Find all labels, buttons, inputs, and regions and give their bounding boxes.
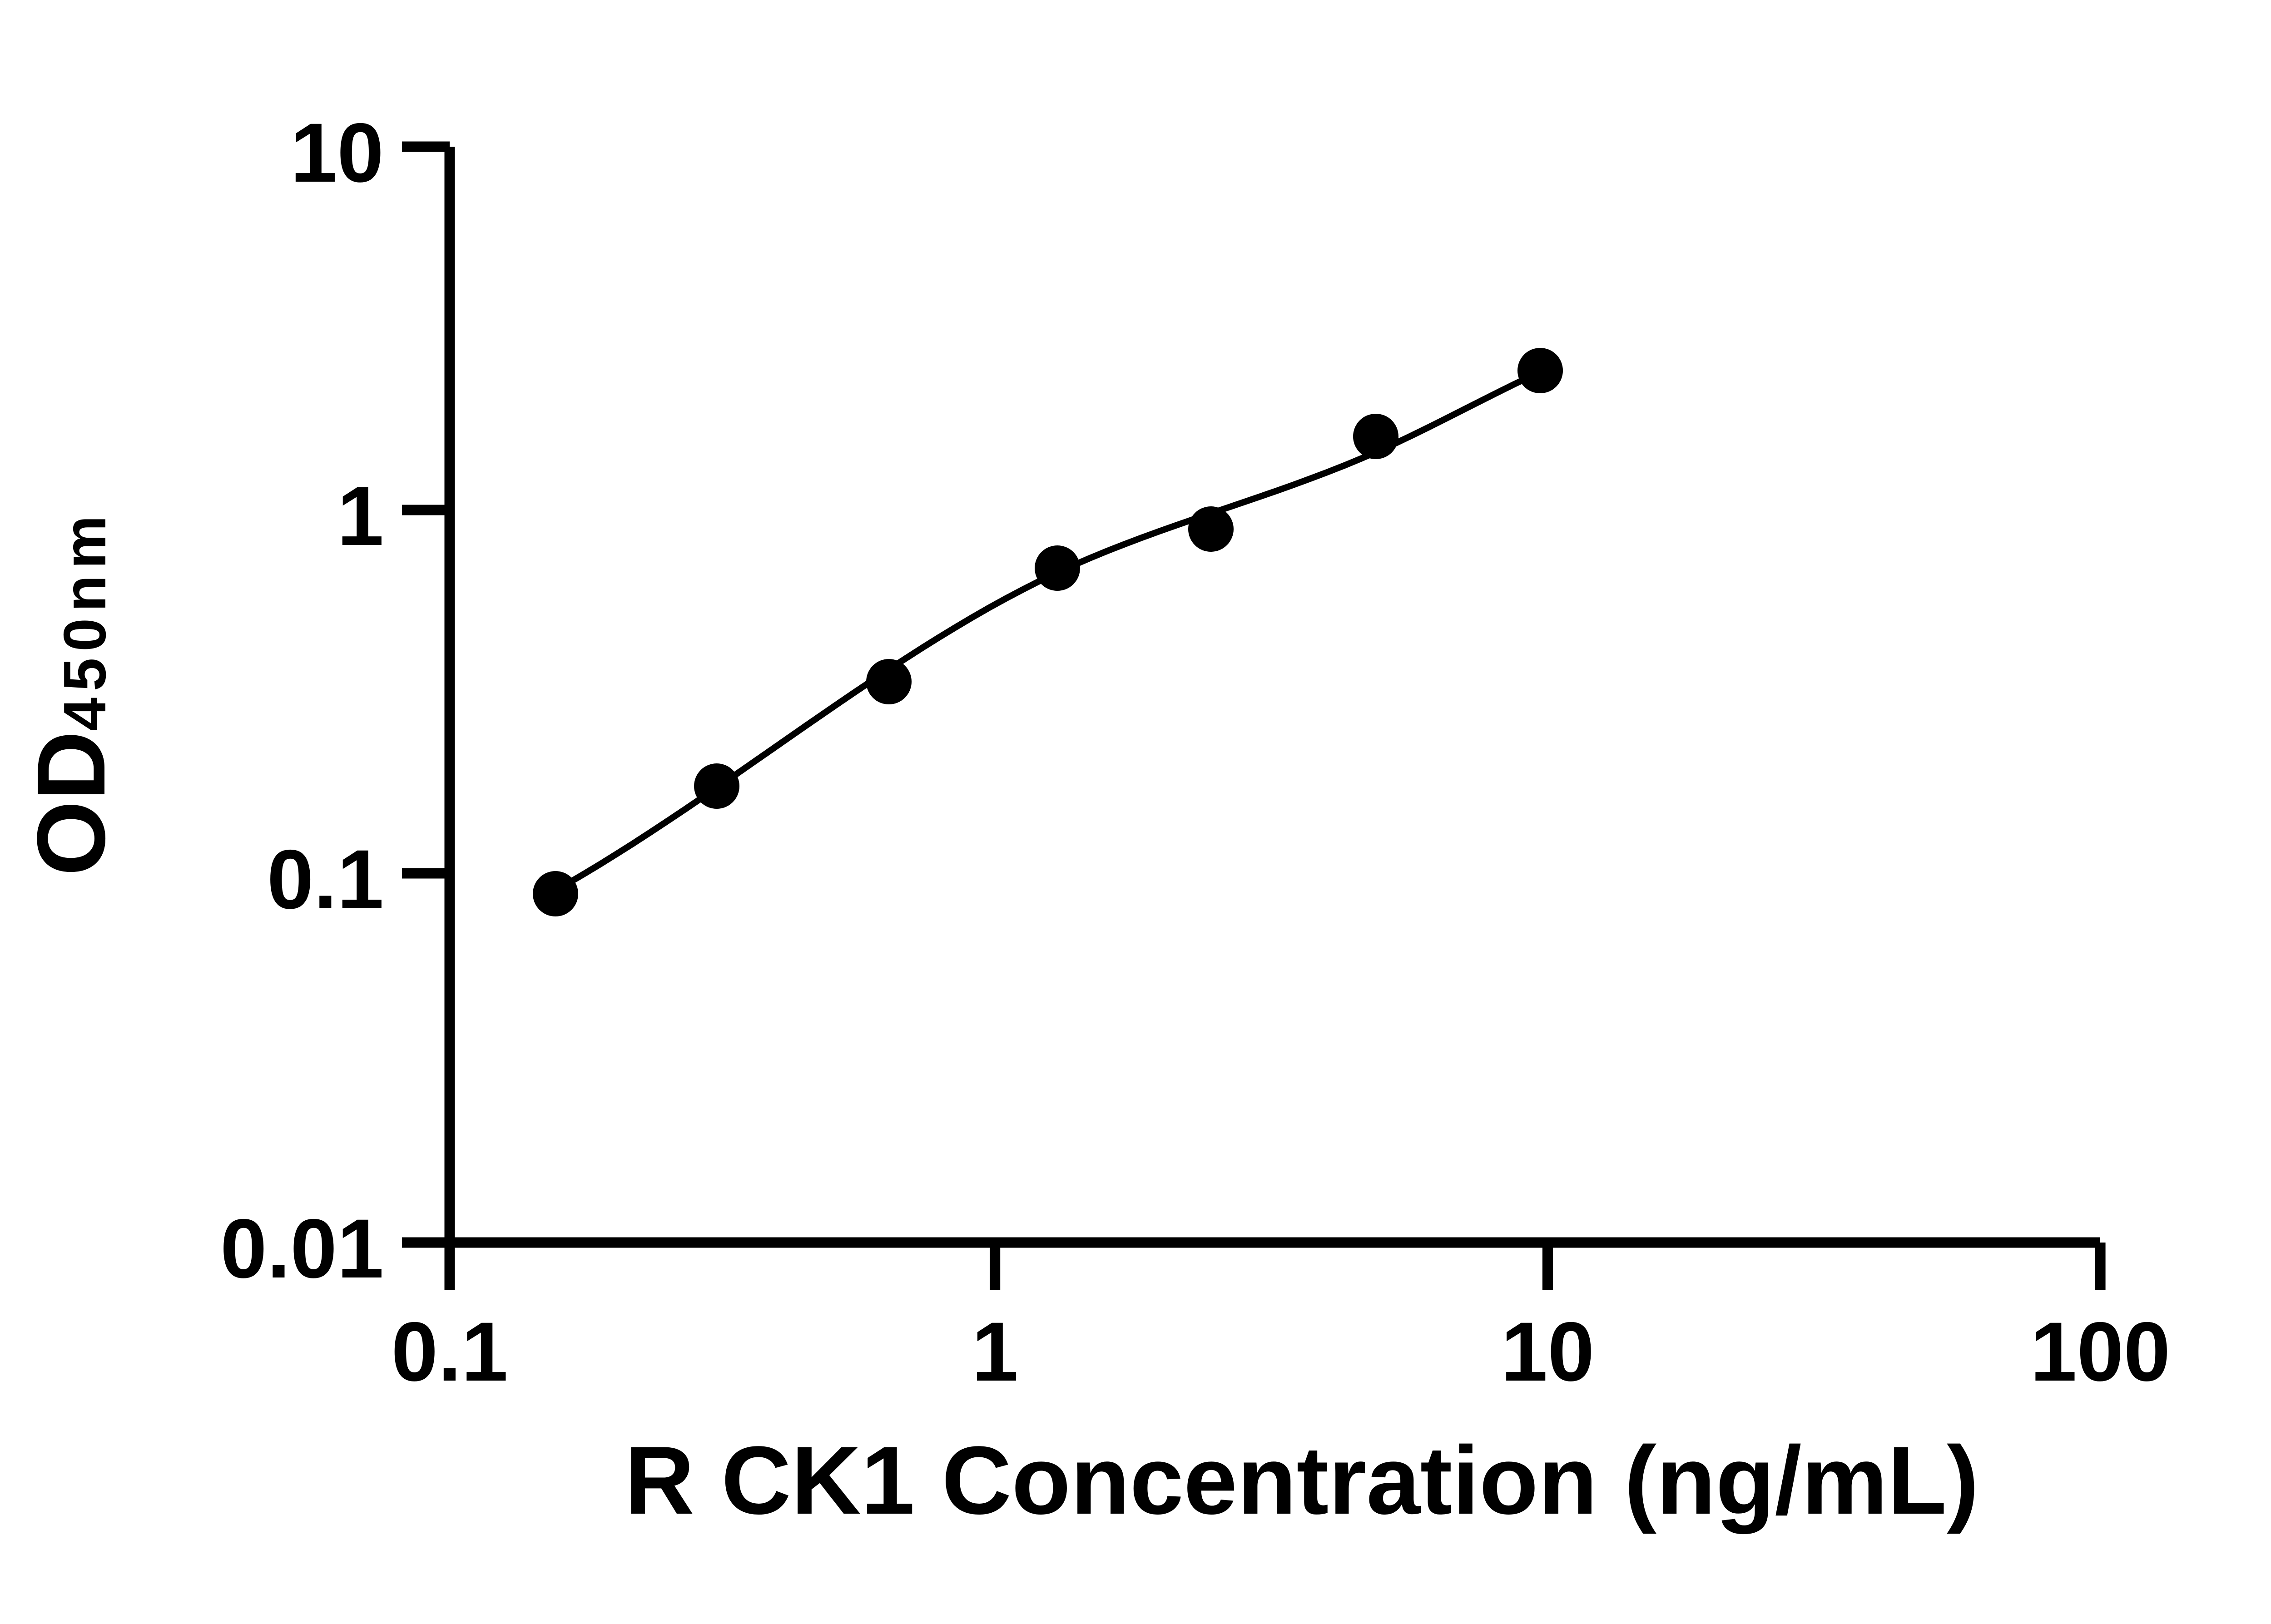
svg-text:100: 100 [2030, 1305, 2171, 1399]
svg-text:0.1: 0.1 [267, 833, 384, 926]
svg-text:0.1: 0.1 [391, 1305, 508, 1399]
svg-text:R CK1 Concentration (ng/mL): R CK1 Concentration (ng/mL) [625, 1426, 1979, 1535]
svg-text:10: 10 [1501, 1305, 1595, 1399]
svg-text:0.01: 0.01 [220, 1202, 384, 1296]
svg-text:10: 10 [290, 106, 384, 200]
svg-text:1: 1 [972, 1305, 1018, 1399]
svg-text:1: 1 [337, 470, 384, 563]
